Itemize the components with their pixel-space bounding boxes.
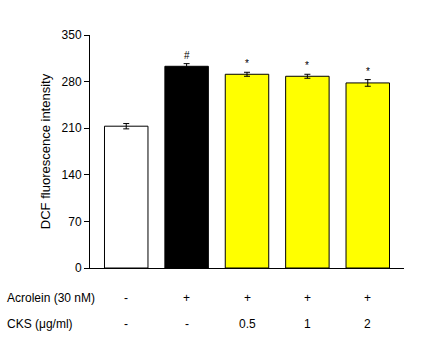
svg-text:210: 210 xyxy=(62,121,82,135)
svg-text:#: # xyxy=(184,50,190,61)
svg-text:0.5: 0.5 xyxy=(239,317,256,331)
svg-text:+: + xyxy=(244,291,251,305)
svg-text:2: 2 xyxy=(364,317,371,331)
svg-text:DCF fluorescence intensity: DCF fluorescence intensity xyxy=(38,73,53,229)
svg-text:70: 70 xyxy=(68,215,82,229)
svg-text:-: - xyxy=(124,291,128,305)
svg-text:+: + xyxy=(364,291,371,305)
svg-text:*: * xyxy=(366,66,370,77)
svg-text:140: 140 xyxy=(62,168,82,182)
svg-text:0: 0 xyxy=(75,261,82,275)
svg-text:*: * xyxy=(305,60,309,71)
svg-text:CKS (μg/ml): CKS (μg/ml) xyxy=(7,317,73,331)
svg-text:350: 350 xyxy=(62,28,82,42)
svg-text:Acrolein (30 nM): Acrolein (30 nM) xyxy=(7,291,95,305)
svg-text:+: + xyxy=(304,291,311,305)
svg-text:280: 280 xyxy=(62,75,82,89)
svg-text:*: * xyxy=(245,58,249,69)
svg-text:1: 1 xyxy=(304,317,311,331)
svg-text:-: - xyxy=(185,317,189,331)
svg-text:-: - xyxy=(124,317,128,331)
svg-text:+: + xyxy=(183,291,190,305)
